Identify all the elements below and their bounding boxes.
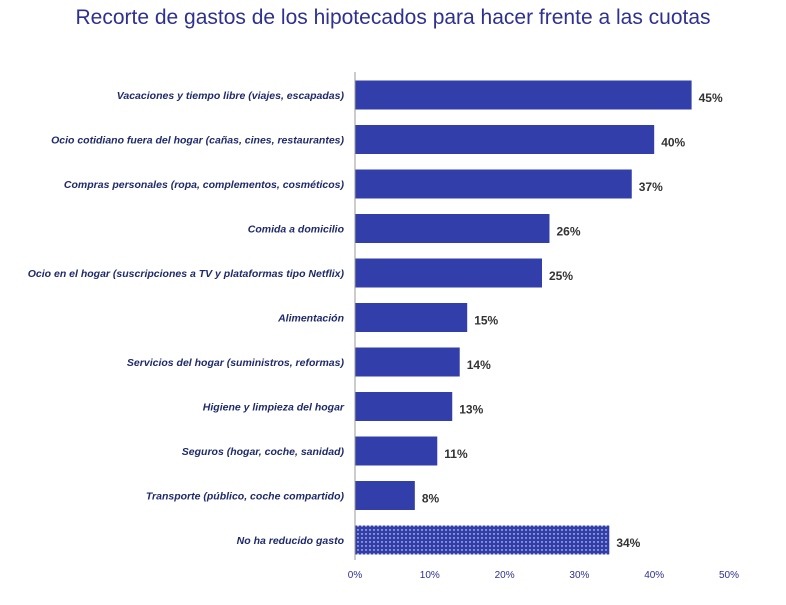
value-labels: 45% 40% 37% 26% 25% 15% 14% 13% 11% 8% 34% — [422, 91, 723, 550]
value-label-6: 15% — [474, 314, 498, 328]
value-label-1: 45% — [699, 91, 723, 105]
category-label-1: Vacaciones y tiempo libre (viajes, escap… — [117, 90, 345, 102]
category-label-3: Compras personales (ropa, complementos, … — [64, 179, 345, 191]
category-label-4: Comida a domicilio — [248, 224, 345, 236]
x-tick-label-1: 0% — [348, 570, 363, 581]
bar-7 — [355, 347, 460, 377]
value-label-5: 25% — [549, 269, 573, 283]
x-tick-label-4: 30% — [569, 570, 589, 581]
bar-11 — [355, 525, 610, 555]
category-label-10: Transporte (público, coche compartido) — [146, 491, 345, 503]
value-label-7: 14% — [467, 358, 491, 372]
value-label-8: 13% — [459, 403, 483, 417]
chart-title: Recorte de gastos de los hipotecados par… — [75, 6, 711, 29]
bar-8 — [355, 392, 453, 421]
bars-layer — [355, 80, 692, 555]
category-label-11: No ha reducido gasto — [237, 535, 345, 547]
value-label-2: 40% — [661, 136, 685, 150]
x-axis-ticks: 0% 10% 20% 30% 40% 50% — [348, 570, 739, 581]
bar-1 — [355, 80, 692, 110]
value-label-9: 11% — [444, 447, 468, 461]
bar-3 — [355, 169, 632, 199]
category-label-8: Higiene y limpieza del hogar — [203, 402, 345, 414]
x-tick-label-2: 10% — [420, 570, 440, 581]
value-label-3: 37% — [639, 180, 663, 194]
bar-4 — [355, 214, 550, 243]
value-label-11: 34% — [616, 536, 640, 550]
bar-5 — [355, 258, 542, 288]
bar-10 — [355, 481, 415, 510]
bar-6 — [355, 303, 468, 332]
bar-2 — [355, 125, 655, 154]
category-label-2: Ocio cotidiano fuera del hogar (cañas, c… — [51, 135, 344, 147]
x-tick-label-6: 50% — [719, 570, 739, 581]
bar-9 — [355, 436, 438, 466]
category-label-6: Alimentación — [277, 313, 344, 325]
category-labels: Vacaciones y tiempo libre (viajes, escap… — [28, 90, 345, 547]
category-label-5: Ocio en el hogar (suscripciones a TV y p… — [28, 268, 345, 280]
value-label-10: 8% — [422, 492, 440, 506]
category-label-9: Seguros (hogar, coche, sanidad) — [182, 446, 345, 458]
value-label-4: 26% — [556, 225, 580, 239]
x-tick-label-3: 20% — [495, 570, 515, 581]
x-tick-label-5: 40% — [644, 570, 664, 581]
category-label-7: Servicios del hogar (suministros, reform… — [127, 357, 345, 369]
